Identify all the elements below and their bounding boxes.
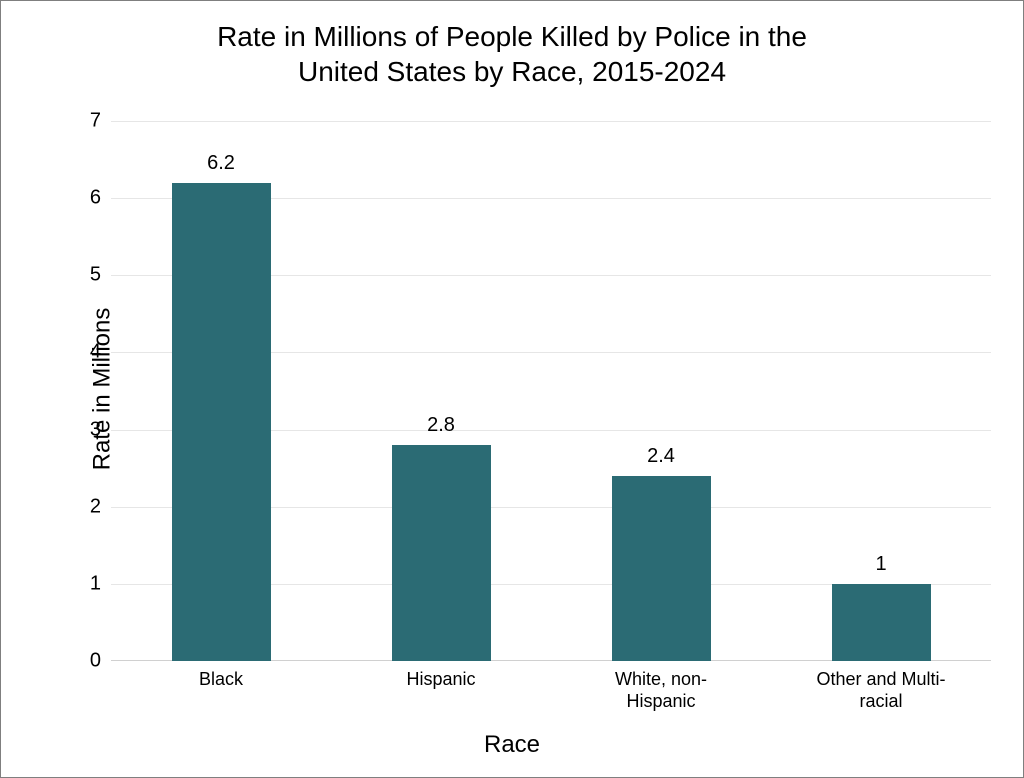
bar-value-label: 2.4 <box>612 445 711 468</box>
y-tick-label: 0 <box>61 650 101 673</box>
bar: 2.8 <box>392 445 491 661</box>
plot-area: 012345676.2Black2.8Hispanic2.4White, non… <box>111 121 991 661</box>
gridline <box>111 121 991 122</box>
bar: 6.2 <box>172 183 271 661</box>
bar-value-label: 2.8 <box>392 414 491 437</box>
y-tick-label: 6 <box>61 187 101 210</box>
bar: 1 <box>832 584 931 661</box>
bar-value-label: 1 <box>832 553 931 576</box>
chart-container: Rate in Millions of People Killed by Pol… <box>0 0 1024 778</box>
y-tick-label: 4 <box>61 341 101 364</box>
x-axis-label: Race <box>1 731 1023 759</box>
y-tick-label: 7 <box>61 110 101 133</box>
chart-title: Rate in Millions of People Killed by Pol… <box>1 19 1023 89</box>
bar-value-label: 6.2 <box>172 152 271 175</box>
y-tick-label: 2 <box>61 495 101 518</box>
y-tick-label: 3 <box>61 418 101 441</box>
x-tick-label: Black <box>131 669 311 691</box>
x-tick-label: White, non-Hispanic <box>571 669 751 712</box>
bar: 2.4 <box>612 476 711 661</box>
x-tick-label: Hispanic <box>351 669 531 691</box>
y-tick-label: 5 <box>61 264 101 287</box>
x-tick-label: Other and Multi-racial <box>791 669 971 712</box>
y-tick-label: 1 <box>61 572 101 595</box>
